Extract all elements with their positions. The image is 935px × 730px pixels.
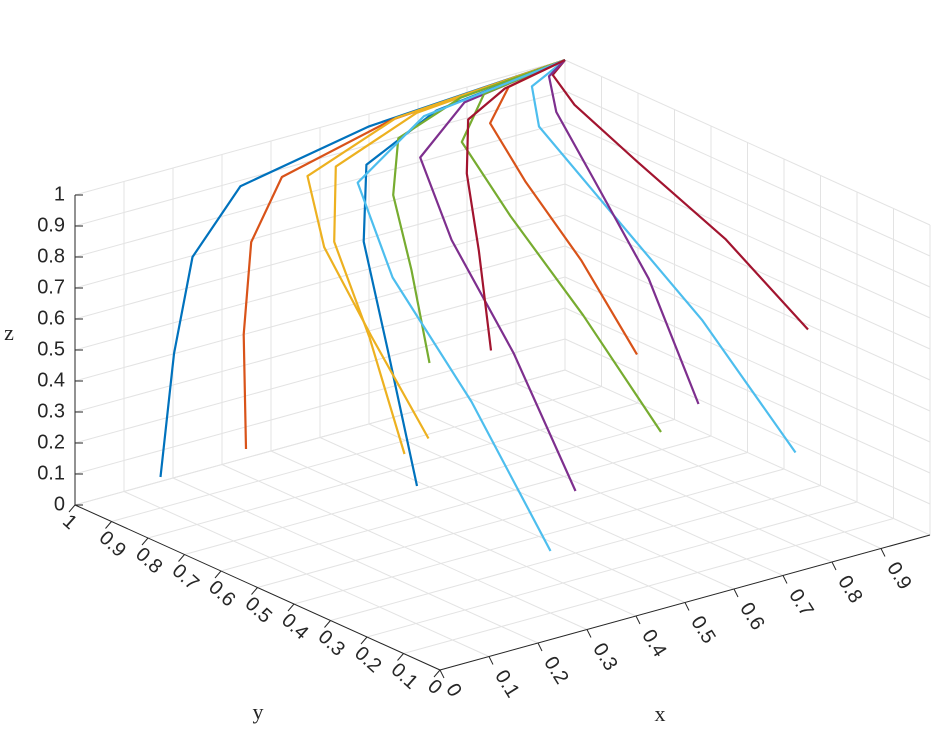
grid-line — [403, 518, 894, 654]
x-tick — [537, 642, 543, 652]
z-tick-label: 0.1 — [37, 462, 65, 484]
y-tick-label: 0.6 — [204, 576, 239, 611]
grid-line — [74, 338, 566, 475]
grid-line — [147, 402, 639, 539]
y-tick — [397, 653, 404, 661]
x-tick-label: 0.3 — [588, 639, 621, 674]
x-tick-label: 0.4 — [637, 626, 670, 661]
grid-line — [74, 121, 566, 258]
trajectory — [333, 58, 566, 455]
y-tick-label: 0.9 — [95, 527, 130, 562]
grid-line — [564, 121, 931, 288]
trajectory — [489, 59, 638, 356]
y-tick — [105, 521, 112, 529]
x-tick-label: 0.7 — [784, 585, 817, 620]
y-tick — [141, 537, 149, 546]
trajectory — [547, 59, 700, 405]
z-tick-label: 0 — [54, 493, 65, 515]
trajectory — [306, 58, 566, 440]
y-tick-label: 0.5 — [241, 593, 276, 628]
trajectory — [242, 58, 566, 450]
y-tick-label: 0.8 — [131, 543, 166, 578]
x-tick — [684, 602, 690, 611]
grid-line — [111, 386, 602, 522]
grid-line — [74, 59, 566, 196]
grid-line — [564, 214, 931, 381]
y-tick — [287, 603, 295, 612]
grid-line — [564, 183, 931, 350]
grid-line — [74, 214, 566, 351]
y-tick-label: 0 — [423, 675, 446, 699]
grid-line — [564, 245, 931, 412]
grid-line — [564, 369, 931, 536]
grid-line — [564, 338, 931, 505]
x-tick-label: 0.6 — [735, 599, 768, 634]
x-tick — [488, 656, 494, 665]
grid-line — [220, 435, 712, 572]
y-tick — [68, 504, 76, 513]
grid-line — [564, 152, 931, 319]
x-tick — [439, 669, 445, 679]
y-tick-label: 0.2 — [350, 642, 385, 677]
y-tick — [324, 620, 331, 628]
x-tick-label: 0.9 — [882, 558, 915, 593]
grid-line — [330, 485, 821, 621]
x-tick — [733, 588, 739, 598]
grid-line — [74, 245, 566, 382]
x-tick-label: 0.1 — [490, 666, 523, 701]
x-tick-label: 0.8 — [833, 572, 866, 607]
x-tick — [880, 548, 886, 557]
trajectory — [159, 58, 566, 478]
trajectory — [530, 59, 797, 454]
z-tick-label: 0.7 — [37, 276, 65, 298]
trajectory — [419, 58, 577, 492]
z-tick-label: 0.3 — [37, 400, 65, 422]
grid-line — [257, 452, 748, 588]
trajectory — [356, 58, 566, 552]
x-tick — [782, 575, 788, 584]
z-tick-label: 0.5 — [37, 338, 65, 360]
grid-line — [74, 307, 566, 444]
y-tick — [251, 587, 258, 595]
y-tick — [178, 554, 185, 562]
x-axis-label: x — [655, 701, 666, 726]
y-tick-label: 0.7 — [168, 560, 203, 595]
y-tick — [360, 636, 368, 645]
grid-line — [74, 183, 566, 320]
trajectory — [392, 58, 566, 364]
y-axis-label: y — [253, 699, 264, 724]
grid-line — [564, 59, 931, 226]
z-tick-label: 1 — [54, 183, 65, 205]
trajectory — [465, 59, 566, 351]
y-tick-label: 0.3 — [314, 626, 349, 661]
x-tick — [831, 561, 837, 571]
z-tick-label: 0.2 — [37, 431, 65, 453]
y-tick — [214, 570, 222, 579]
grid-line — [293, 468, 785, 605]
grid-line — [74, 90, 566, 227]
x-tick — [635, 615, 641, 625]
grid-line — [564, 90, 931, 257]
z-tick-label: 0.4 — [37, 369, 65, 391]
x-tick — [586, 629, 592, 638]
trajectory — [460, 58, 662, 433]
y-tick — [433, 669, 441, 678]
grid-line — [366, 501, 858, 638]
z-axis-label: z — [4, 320, 14, 345]
z-tick-label: 0.8 — [37, 245, 65, 267]
grid-line — [184, 419, 675, 555]
grid-line — [74, 369, 566, 506]
y-tick-label: 0.1 — [387, 659, 422, 694]
z-tick-label: 0.6 — [37, 307, 65, 329]
trajectory — [551, 59, 809, 331]
grid-line — [564, 276, 931, 443]
z-tick-label: 0.9 — [37, 214, 65, 236]
y-tick-label: 0.4 — [277, 609, 312, 644]
x-tick-label: 0.2 — [539, 653, 572, 688]
x-tick-label: 0.5 — [686, 612, 719, 647]
